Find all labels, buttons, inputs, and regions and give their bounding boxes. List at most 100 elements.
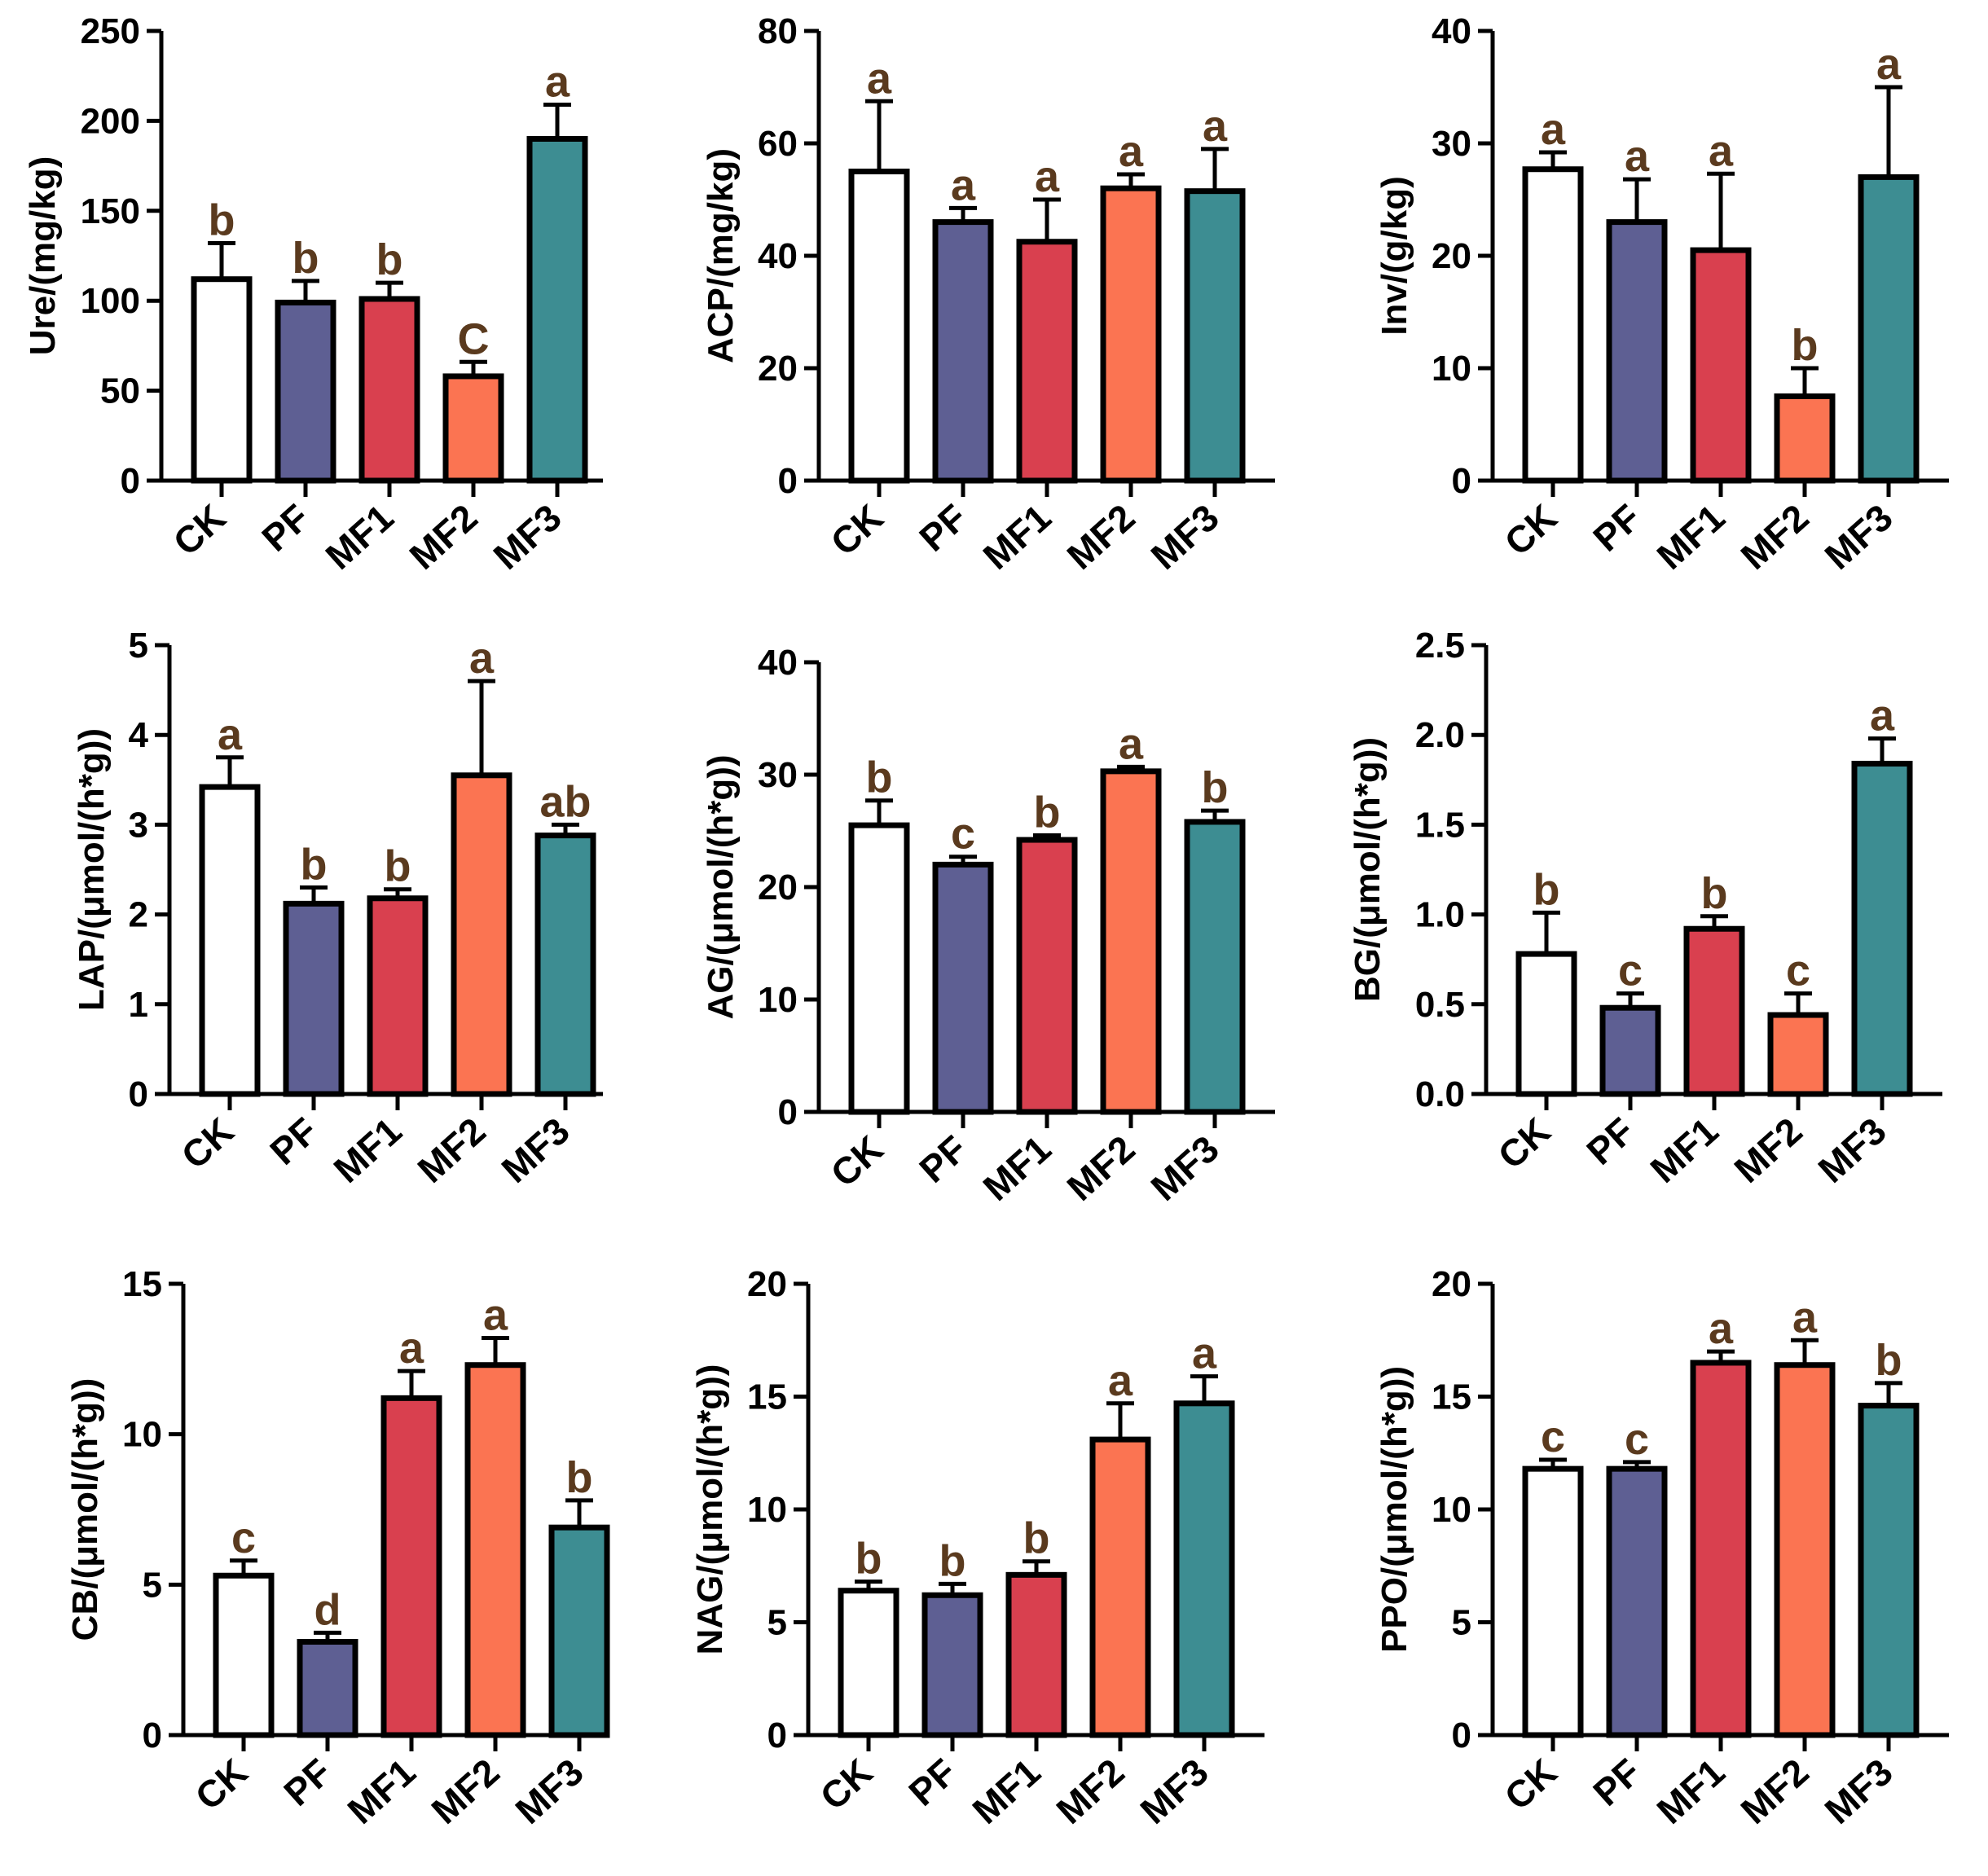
bar-ck [213,1572,275,1738]
y-tick-label: 4 [129,715,149,755]
y-tick-label: 60 [758,124,798,164]
bar-mf3 [1858,1403,1920,1738]
y-tick-label: 1.0 [1415,895,1465,935]
x-tick-label-mf1: MF1 [975,496,1059,578]
significance-label-pf: b [292,234,319,283]
significance-label-mf2: b [1792,321,1819,370]
significance-label-ck: a [1541,105,1566,154]
y-tick-label: 2.0 [1415,715,1465,755]
significance-label-mf3: a [1870,692,1895,740]
x-tick-label-pf: PF [911,496,974,560]
significance-label-mf1: b [385,842,411,891]
x-tick-label-mf3: MF3 [1817,496,1901,578]
x-tick-label-mf1: MF1 [1643,1109,1726,1191]
significance-label-ck: b [866,753,893,802]
significance-label-mf2: a [1119,127,1144,176]
bar-mf2 [1767,1012,1829,1097]
y-tick-label: 40 [1432,11,1471,51]
significance-label-pf: b [939,1536,966,1585]
significance-label-mf1: b [1023,1514,1050,1563]
y-tick-label: 5 [1452,1603,1471,1643]
y-axis-title: BG/(μmol/(h*g)) [1348,737,1388,1002]
bar-mf3 [548,1524,610,1738]
x-tick-label-mf2: MF2 [1726,1109,1810,1191]
significance-label-ck: b [1533,865,1560,914]
y-tick-label: 10 [747,1490,787,1530]
significance-label-mf3: b [1876,1336,1902,1385]
significance-label-mf3: a [1876,40,1902,89]
y-tick-label: 10 [1432,349,1471,389]
x-tick-label-ck: CK [823,1127,891,1195]
bar-mf1 [358,296,420,484]
y-tick-label: 40 [758,236,798,276]
y-tick-label: 0.5 [1415,985,1465,1025]
y-axis-title: NAG/(μmol/(h*g)) [690,1364,730,1655]
x-tick-label-mf1: MF1 [340,1751,424,1832]
y-tick-label: 5 [129,626,148,666]
significance-label-mf1: a [1709,126,1734,175]
x-tick-label-mf3: MF3 [1133,1751,1216,1832]
x-tick-label-ck: CK [174,1109,242,1177]
y-tick-label: 10 [122,1415,162,1455]
significance-label-ck: b [855,1535,882,1584]
bar-ck [1522,166,1584,484]
y-tick-label: 0 [767,1716,787,1755]
bar-ck [848,822,910,1115]
bar-pf [1599,1004,1661,1097]
y-tick-label: 150 [81,191,140,231]
x-tick-label-mf2: MF2 [1049,1751,1133,1832]
y-tick-label: 1.5 [1415,805,1465,845]
x-tick-label-mf3: MF3 [508,1751,592,1832]
x-tick-label-ck: CK [812,1751,881,1818]
significance-label-mf2: a [1108,1356,1133,1405]
significance-label-mf3: a [1203,102,1228,151]
y-tick-label: 1 [129,985,148,1025]
x-tick-label-ck: CK [1490,1109,1559,1177]
x-tick-label-pf: PF [253,496,317,560]
y-tick-label: 5 [767,1603,787,1643]
chart-panel-6: b CK c PF b MF1 c MF2 a MF3 0.0 0.5 1.0 1.5 2.0 2.5 BG/(… [1348,626,1942,1191]
y-tick-label: 250 [81,11,140,51]
chart-panel-2: a CK a PF a MF1 a MF2 a MF3 0 20 40 60 80 ACP/(mg/kg) [701,11,1275,578]
significance-label-pf: a [951,160,976,209]
y-tick-label: 20 [758,349,798,389]
y-tick-label: 30 [758,755,798,795]
x-tick-label-ck: CK [1497,496,1565,564]
bar-ck [838,1588,899,1738]
x-tick-label-mf1: MF1 [1649,496,1733,578]
y-tick-label: 0 [778,461,798,501]
bar-mf3 [1858,174,1920,484]
bar-pf [1606,219,1668,484]
y-axis-title: ACP/(mg/kg) [701,148,741,363]
x-tick-label-mf3: MF3 [486,496,570,578]
y-tick-label: 15 [1432,1377,1471,1417]
significance-label-pf: d [314,1585,341,1634]
y-tick-label: 2 [129,895,148,935]
y-tick-label: 0.0 [1415,1074,1465,1114]
significance-label-mf2: a [1792,1293,1818,1342]
y-tick-label: 200 [81,101,140,141]
chart-panel-7: c CK d PF a MF1 a MF2 b MF3 0 5 10 15 CB/(μmol/(h*g)) [65,1264,610,1832]
chart-panel-3: a CK a PF a MF1 b MF2 a MF3 0 10 20 30 40 Inv/(g/kg) [1374,11,1949,578]
bar-mf2 [464,1362,526,1738]
significance-label-mf2: a [483,1290,508,1339]
y-tick-label: 10 [1432,1490,1471,1530]
bar-mf2 [442,373,504,484]
x-tick-label-mf2: MF2 [410,1109,494,1191]
significance-label-mf3: b [1202,763,1229,812]
x-tick-label-pf: PF [275,1751,339,1814]
bar-mf2 [1774,393,1836,484]
x-tick-label-mf3: MF3 [1143,496,1227,578]
y-tick-label: 15 [747,1377,787,1417]
bar-pf [1606,1465,1668,1738]
y-tick-label: 20 [747,1264,787,1304]
x-tick-label-ck: CK [823,496,891,564]
y-tick-label: 5 [143,1565,162,1605]
x-tick-label-pf: PF [911,1127,974,1191]
y-tick-label: 80 [758,11,798,51]
bar-pf [921,1592,983,1738]
significance-label-mf3: ab [539,777,591,826]
bar-mf3 [1173,1400,1235,1738]
bar-ck [1515,951,1577,1097]
y-tick-label: 10 [758,980,798,1020]
